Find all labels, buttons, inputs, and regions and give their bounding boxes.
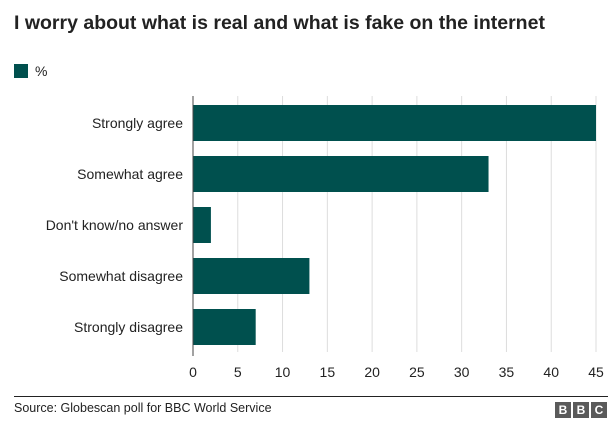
bar-3 [193,207,211,243]
logo-letter-3: C [591,402,607,418]
x-tick-label: 15 [320,364,336,380]
bar-4 [193,258,310,294]
bar-chart: 0 5 10 15 20 25 30 35 40 45 Strongly agree Somewhat… [46,96,604,380]
footer-divider [14,396,608,397]
x-tick-label: 30 [454,364,470,380]
x-tick-label: 10 [275,364,291,380]
legend: % [14,63,47,79]
x-tick-label: 40 [543,364,559,380]
x-tick-label: 0 [189,364,197,380]
x-tick-label: 45 [588,364,604,380]
chart-title: I worry about what is real and what is f… [14,12,545,34]
category-label: Strongly disagree [74,319,183,335]
x-tick-label: 35 [499,364,515,380]
x-tick-label: 25 [409,364,425,380]
category-label: Somewhat disagree [59,268,183,284]
bar-2 [193,156,489,192]
x-tick-label: 5 [234,364,242,380]
legend-swatch [14,64,28,78]
logo-letter-1: B [555,402,571,418]
bar-5 [193,309,256,345]
category-label: Strongly agree [92,115,183,131]
x-tick-label: 20 [364,364,380,380]
source-note: Source: Globescan poll for BBC World Ser… [14,401,272,415]
category-label: Somewhat agree [77,166,183,182]
category-label: Don't know/no answer [46,217,184,233]
legend-label: % [35,63,48,79]
bar-1 [193,105,596,141]
logo-letter-2: B [573,402,589,418]
bbc-logo: B B C [555,402,607,418]
